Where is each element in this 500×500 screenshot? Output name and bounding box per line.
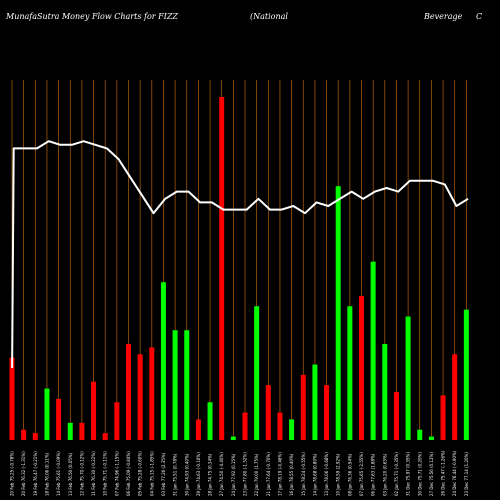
bar: [347, 306, 353, 440]
bar: [195, 419, 201, 440]
bar: [289, 419, 295, 440]
x-tick-label: 23 Jan 77.80 (-1.52%): [243, 452, 248, 496]
bar: [91, 381, 97, 440]
bar: [21, 429, 27, 440]
x-tick-label: 21 Jan 77.64 (-0.70%): [266, 452, 271, 496]
x-tick-label: 31 Dec 75.97 (0.35%): [406, 452, 411, 496]
bar: [393, 391, 399, 440]
x-tick-label: 29 Jan 74.63 (-0.16%): [196, 452, 201, 496]
bar: [219, 97, 225, 440]
bar: [463, 309, 469, 440]
gridlines: [11, 80, 467, 440]
x-tick-label: 19 Feb 76.47 (-0.21%): [33, 451, 38, 496]
bar: [359, 295, 364, 440]
bar: [382, 343, 388, 440]
x-tick-label: 15 Jan 78.24 (-0.55%): [301, 452, 306, 496]
x-tick-label: 16 Jan 78.55 (0.40%): [289, 453, 294, 496]
company-name-part3: C: [476, 12, 483, 21]
x-tick-label: 14 Feb 75.61 (-0.09%): [56, 451, 61, 496]
bar: [114, 402, 120, 440]
bar: [160, 282, 166, 440]
x-tick-label: 17 Jan 78.19 (-0.46%): [277, 452, 282, 496]
x-tick-label: 03 Jan 76.20 (0.65%): [382, 453, 387, 496]
bar: [102, 433, 108, 440]
bar: [428, 436, 434, 440]
bar: [44, 388, 50, 440]
bar: [300, 374, 306, 440]
bar: [254, 306, 260, 440]
x-axis-labels: 20 Feb 75.25 (-0.78%) 20 Feb 76.32 (-1.31…: [10, 450, 469, 496]
bar: [172, 330, 178, 440]
bar: [79, 422, 85, 440]
x-tick-label: 23 Dec 77.14 (1.20%): [464, 452, 469, 496]
bar: [265, 385, 271, 440]
x-tick-label: 12 Feb 75.70 (-0.12%): [79, 451, 84, 496]
company-name-part1: (National: [250, 12, 288, 21]
x-tick-label: 30 Jan 74.93 (0.40%): [184, 453, 189, 496]
x-tick-label: 06 Feb 75.09 (-0.84%): [126, 451, 131, 496]
bar: [149, 347, 155, 440]
bar: [324, 385, 330, 440]
x-tick-label: 20 Feb 75.25 (-0.78%): [10, 451, 15, 496]
x-tick-label: 05 Feb 75.28 (-0.60%): [138, 451, 143, 496]
bar: [230, 436, 236, 440]
bar: [32, 433, 38, 440]
bar: [126, 343, 131, 440]
bar: [417, 429, 423, 440]
x-tick-label: 07 Jan 75.65 (-2.55%): [359, 452, 364, 496]
company-name-part2: Beverage: [424, 12, 463, 21]
x-tick-label: 22 Jan 79.00 (1.75%): [254, 453, 259, 496]
x-tick-label: 07 Feb 74.96 (-1.15%): [114, 451, 119, 496]
x-tick-label: 26 Dec 75.47 (-1.26%): [441, 450, 446, 496]
x-tick-label: 10 Jan 78.59 (2.92%): [336, 453, 341, 496]
x-tick-label: 27 Jan 74.50 (-4.40%): [219, 452, 224, 496]
bar: [242, 412, 248, 440]
x-tick-label: 13 Feb 76.50 (0.05%): [68, 452, 73, 496]
x-tick-label: 24 Jan 77.92 (0.15%): [231, 453, 236, 496]
x-tick-label: 11 Feb 76.30 (-0.22%): [91, 451, 96, 496]
bar: [452, 354, 458, 440]
money-flow-line: [11, 140, 469, 369]
x-tick-label: 13 Jan 78.06 (-0.68%): [324, 452, 329, 496]
x-tick-label: 03 Feb 77.26 (2.35%): [161, 452, 166, 496]
money-flow-line-path: [11, 140, 469, 369]
chart-header: MunafaSutra Money Flow Charts for FIZZ (…: [0, 12, 500, 26]
bar: [67, 422, 73, 440]
x-tick-label: 02 Jan 75.71 (-0.35%): [394, 452, 399, 496]
x-tick-label: 04 Feb 75.15 (-1.85%): [149, 451, 154, 496]
x-tick-label: 24 Dec 76.44 (-0.90%): [452, 450, 457, 496]
bar: [335, 186, 341, 440]
x-tick-label: 10 Feb 75.71 (-0.11%): [103, 451, 108, 496]
bar: [184, 330, 190, 440]
x-tick-label: 08 Jan 76.36 (0.94%): [347, 453, 352, 496]
bar: [405, 316, 411, 440]
bar: [312, 364, 318, 440]
bars: [9, 97, 469, 440]
x-tick-label: 28 Jan 74.75 (0.34%): [208, 453, 213, 496]
bar: [137, 354, 143, 440]
bar: [56, 398, 62, 440]
x-tick-label: 20 Feb 76.32 (-1.31%): [21, 451, 26, 496]
bar: [370, 261, 376, 440]
bar: [277, 412, 283, 440]
x-tick-label: 27 Dec 75.56 (0.12%): [429, 452, 434, 496]
x-tick-label: 14 Jan 78.68 (0.80%): [312, 453, 317, 496]
bar: [207, 402, 213, 440]
x-tick-label: 31 Jan 75.51 (0.78%): [173, 453, 178, 496]
bar: [9, 357, 15, 440]
chart-title: MunafaSutra Money Flow Charts for FIZZ: [6, 12, 178, 21]
x-tick-label: 18 Feb 76.06 (0.11%): [44, 452, 49, 496]
bar: [440, 395, 446, 440]
x-tick-label: 06 Jan 77.63 (1.88%): [371, 453, 376, 496]
x-tick-label: 30 Dec 75.71 (0.20%): [417, 452, 422, 496]
